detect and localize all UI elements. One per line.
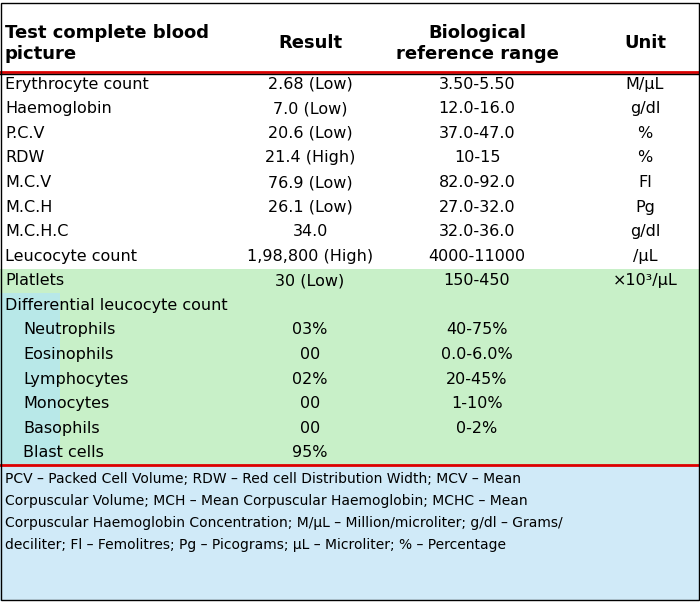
Bar [0, 2, 700, 465]
Text: 03%: 03% [293, 323, 328, 338]
Text: g/dl: g/dl [630, 224, 660, 239]
Text: M.C.V: M.C.V [5, 175, 51, 190]
Text: /μL: /μL [633, 248, 657, 264]
Text: 2.68 (Low): 2.68 (Low) [267, 77, 352, 92]
Text: 00: 00 [300, 396, 320, 411]
Text: 34.0: 34.0 [293, 224, 328, 239]
Text: RDW: RDW [5, 151, 44, 165]
Text: 20.6 (Low): 20.6 (Low) [267, 126, 352, 141]
Text: 00: 00 [300, 347, 320, 362]
Text: g/dl: g/dl [630, 101, 660, 116]
Text: Corpuscular Volume; MCH – Mean Corpuscular Haemoglobin; MCHC – Mean: Corpuscular Volume; MCH – Mean Corpuscul… [5, 494, 528, 508]
Text: 26.1 (Low): 26.1 (Low) [267, 200, 352, 215]
Text: Pg: Pg [635, 200, 655, 215]
Bar [0, 465, 700, 601]
Text: Corpuscular Haemoglobin Concentration; M/μL – Million/microliter; g/dl – Grams/: Corpuscular Haemoglobin Concentration; M… [5, 516, 563, 530]
Text: Lymphocytes: Lymphocytes [23, 371, 128, 387]
Text: 12.0-16.0: 12.0-16.0 [438, 101, 515, 116]
Text: 1-10%: 1-10% [452, 396, 503, 411]
Text: 27.0-32.0: 27.0-32.0 [439, 200, 515, 215]
Text: 1,98,800 (High): 1,98,800 (High) [247, 248, 373, 264]
Text: Platlets: Platlets [5, 273, 64, 288]
Bar [0, 293, 60, 465]
Bar [0, 268, 700, 465]
Text: Test complete blood
picture: Test complete blood picture [5, 24, 209, 63]
Text: 0.0-6.0%: 0.0-6.0% [441, 347, 513, 362]
Text: Blast cells: Blast cells [23, 445, 104, 460]
Text: 00: 00 [300, 421, 320, 435]
Text: M/μL: M/μL [626, 77, 664, 92]
Text: Differential leucocyte count: Differential leucocyte count [5, 298, 228, 313]
Text: %: % [638, 126, 652, 141]
Text: Haemoglobin: Haemoglobin [5, 101, 112, 116]
Text: 21.4 (High): 21.4 (High) [265, 151, 355, 165]
Text: 150-450: 150-450 [444, 273, 510, 288]
Text: 30 (Low): 30 (Low) [275, 273, 344, 288]
Text: ×10³/μL: ×10³/μL [612, 273, 678, 288]
Text: deciliter; Fl – Femolitres; Pg – Picograms; μL – Microliter; % – Percentage: deciliter; Fl – Femolitres; Pg – Picogra… [5, 538, 506, 552]
Text: Monocytes: Monocytes [23, 396, 109, 411]
Text: 37.0-47.0: 37.0-47.0 [439, 126, 515, 141]
Text: 20-45%: 20-45% [447, 371, 508, 387]
Text: Biological
reference range: Biological reference range [395, 24, 559, 63]
Text: 10-15: 10-15 [454, 151, 500, 165]
Text: %: % [638, 151, 652, 165]
Text: 40-75%: 40-75% [447, 323, 508, 338]
Text: 76.9 (Low): 76.9 (Low) [267, 175, 352, 190]
Text: 02%: 02% [293, 371, 328, 387]
Text: Erythrocyte count: Erythrocyte count [5, 77, 148, 92]
Text: M.C.H: M.C.H [5, 200, 52, 215]
Text: 3.50-5.50: 3.50-5.50 [439, 77, 515, 92]
Text: M.C.H.C: M.C.H.C [5, 224, 69, 239]
Text: Fl: Fl [638, 175, 652, 190]
Text: 82.0-92.0: 82.0-92.0 [439, 175, 515, 190]
Text: 32.0-36.0: 32.0-36.0 [439, 224, 515, 239]
Text: P.C.V: P.C.V [5, 126, 45, 141]
Text: 4000-11000: 4000-11000 [428, 248, 526, 264]
Text: 0-2%: 0-2% [456, 421, 498, 435]
Text: 7.0 (Low): 7.0 (Low) [273, 101, 347, 116]
Text: Result: Result [278, 34, 342, 52]
Text: Basophils: Basophils [23, 421, 99, 435]
Text: 95%: 95% [293, 445, 328, 460]
Text: Neutrophils: Neutrophils [23, 323, 116, 338]
Text: Unit: Unit [624, 34, 666, 52]
Text: Leucocyte count: Leucocyte count [5, 248, 137, 264]
Text: PCV – Packed Cell Volume; RDW – Red cell Distribution Width; MCV – Mean: PCV – Packed Cell Volume; RDW – Red cell… [5, 472, 521, 486]
Text: Eosinophils: Eosinophils [23, 347, 113, 362]
